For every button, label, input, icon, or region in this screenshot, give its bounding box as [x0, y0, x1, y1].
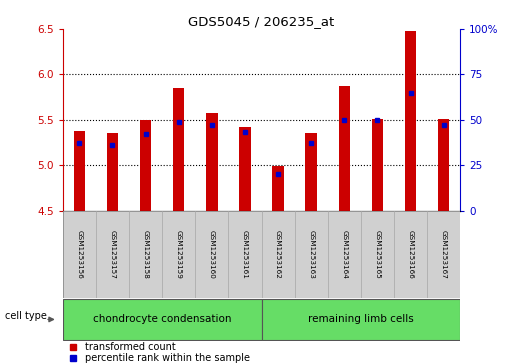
Text: GSM1253160: GSM1253160 [209, 230, 215, 278]
Bar [173, 88, 185, 211]
Text: transformed count: transformed count [85, 342, 175, 352]
Text: GSM1253158: GSM1253158 [143, 230, 149, 278]
FancyBboxPatch shape [63, 298, 262, 340]
Bar [305, 134, 317, 211]
Bar [140, 120, 151, 211]
Bar [74, 131, 85, 211]
Text: GSM1253159: GSM1253159 [176, 230, 181, 278]
FancyBboxPatch shape [328, 211, 361, 298]
Bar [206, 113, 218, 211]
Text: cell type: cell type [5, 311, 47, 321]
Title: GDS5045 / 206235_at: GDS5045 / 206235_at [188, 15, 335, 28]
FancyBboxPatch shape [195, 211, 229, 298]
FancyBboxPatch shape [262, 211, 294, 298]
Text: GSM1253162: GSM1253162 [275, 230, 281, 278]
FancyBboxPatch shape [294, 211, 328, 298]
FancyBboxPatch shape [229, 211, 262, 298]
Bar [239, 127, 251, 211]
Text: GSM1253156: GSM1253156 [76, 230, 82, 278]
Text: GSM1253161: GSM1253161 [242, 230, 248, 278]
FancyBboxPatch shape [394, 211, 427, 298]
FancyBboxPatch shape [63, 211, 96, 298]
Bar [438, 119, 449, 211]
Bar [338, 86, 350, 211]
Text: GSM1253164: GSM1253164 [342, 230, 347, 278]
Text: chondrocyte condensation: chondrocyte condensation [93, 314, 231, 325]
FancyBboxPatch shape [427, 211, 460, 298]
Text: GSM1253163: GSM1253163 [308, 230, 314, 278]
Text: GSM1253165: GSM1253165 [374, 230, 380, 278]
Text: remaining limb cells: remaining limb cells [308, 314, 414, 325]
Bar [272, 166, 284, 211]
FancyBboxPatch shape [262, 298, 460, 340]
Bar [107, 134, 118, 211]
Bar [405, 31, 416, 211]
Text: percentile rank within the sample: percentile rank within the sample [85, 353, 249, 363]
FancyBboxPatch shape [96, 211, 129, 298]
Text: GSM1253166: GSM1253166 [407, 230, 414, 278]
FancyBboxPatch shape [129, 211, 162, 298]
FancyBboxPatch shape [361, 211, 394, 298]
FancyBboxPatch shape [162, 211, 195, 298]
Text: GSM1253157: GSM1253157 [109, 230, 116, 278]
Text: GSM1253167: GSM1253167 [441, 230, 447, 278]
Bar [372, 119, 383, 211]
